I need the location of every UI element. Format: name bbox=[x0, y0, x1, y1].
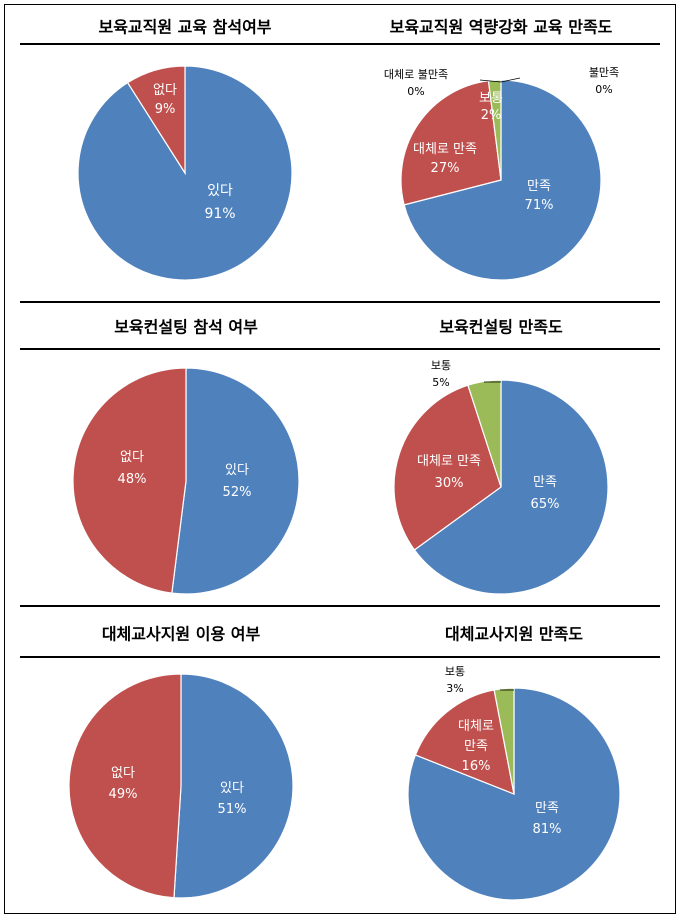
slice-label-5-1: 대체로 bbox=[458, 719, 494, 734]
slice-label-0-1: 없다 bbox=[153, 83, 177, 98]
pie-slice-4-1 bbox=[68, 673, 182, 899]
slice-pct-1-2: 2% bbox=[481, 108, 502, 123]
slice-pct-5-0: 81% bbox=[533, 822, 562, 837]
pie-slice-1-1 bbox=[400, 80, 502, 206]
slice-label-2-0: 있다 bbox=[225, 463, 249, 478]
leader-line-1-3 bbox=[479, 79, 502, 83]
pie-slice-5-2 bbox=[493, 687, 515, 795]
chart-title-5: 대체교사지원 만족도 bbox=[445, 625, 583, 644]
chart-title-0: 보육교직원 교육 참석여부 bbox=[98, 18, 271, 37]
slice-label-1-1: 대체로 만족 bbox=[413, 142, 477, 157]
slice-pct-1-0: 71% bbox=[525, 198, 554, 213]
pie-slice-3-0 bbox=[413, 379, 609, 595]
figure-frame bbox=[4, 4, 676, 914]
slice-label-line2-5-1: 만족 bbox=[464, 739, 488, 754]
pie-slice-4-0 bbox=[173, 673, 294, 899]
slice-pct-4-1: 49% bbox=[109, 787, 138, 802]
slice-label-3-0: 만족 bbox=[533, 475, 557, 490]
pie-slice-2-0 bbox=[171, 367, 300, 595]
slice-pct-1-4: 0% bbox=[595, 83, 612, 96]
slice-label-4-1: 없다 bbox=[111, 766, 135, 781]
slice-pct-0-0: 91% bbox=[204, 206, 235, 222]
slice-pct-1-3: 0% bbox=[407, 85, 424, 98]
slice-pct-3-1: 30% bbox=[435, 476, 464, 491]
pie-slice-3-1 bbox=[393, 384, 502, 551]
slice-label-1-2: 보통 bbox=[479, 91, 503, 106]
slice-label-4-0: 있다 bbox=[220, 781, 244, 796]
leader-line-1-4 bbox=[500, 77, 521, 83]
slice-pct-1-1: 27% bbox=[431, 161, 460, 176]
slice-pct-3-2: 5% bbox=[432, 376, 449, 389]
slice-label-1-0: 만족 bbox=[527, 179, 551, 194]
slice-label-2-1: 없다 bbox=[120, 450, 144, 465]
chart-title-4: 대체교사지원 이용 여부 bbox=[102, 625, 261, 644]
pie-slice-1-0 bbox=[403, 79, 602, 281]
slice-pct-3-0: 65% bbox=[531, 497, 560, 512]
slice-label-5-2: 보통 bbox=[445, 665, 465, 678]
chart-title-1: 보육교직원 역량강화 교육 만족도 bbox=[390, 18, 613, 37]
slice-pct-0-1: 9% bbox=[155, 102, 176, 117]
slice-pct-4-0: 51% bbox=[218, 802, 247, 817]
slice-label-3-2: 보통 bbox=[431, 359, 451, 372]
pie-slice-0-1 bbox=[126, 65, 186, 176]
slice-label-1-3: 대체로 불만족 bbox=[384, 68, 448, 81]
slice-label-3-1: 대체로 만족 bbox=[417, 454, 481, 469]
pie-slice-2-1 bbox=[72, 367, 187, 594]
slice-pct-5-1: 16% bbox=[462, 759, 491, 774]
slice-label-5-0: 만족 bbox=[535, 801, 559, 816]
slice-pct-2-0: 52% bbox=[223, 485, 252, 500]
chart-title-2: 보육컨설팅 참석 여부 bbox=[114, 318, 258, 337]
slice-pct-5-2: 3% bbox=[446, 682, 463, 695]
chart-title-3: 보육컨설팅 만족도 bbox=[439, 318, 563, 337]
pie-slice-5-1 bbox=[414, 689, 515, 795]
slice-label-1-4: 불만족 bbox=[589, 66, 619, 79]
slice-pct-2-1: 48% bbox=[118, 472, 147, 487]
slice-label-0-0: 있다 bbox=[207, 183, 233, 199]
pie-slice-3-2 bbox=[467, 379, 502, 488]
